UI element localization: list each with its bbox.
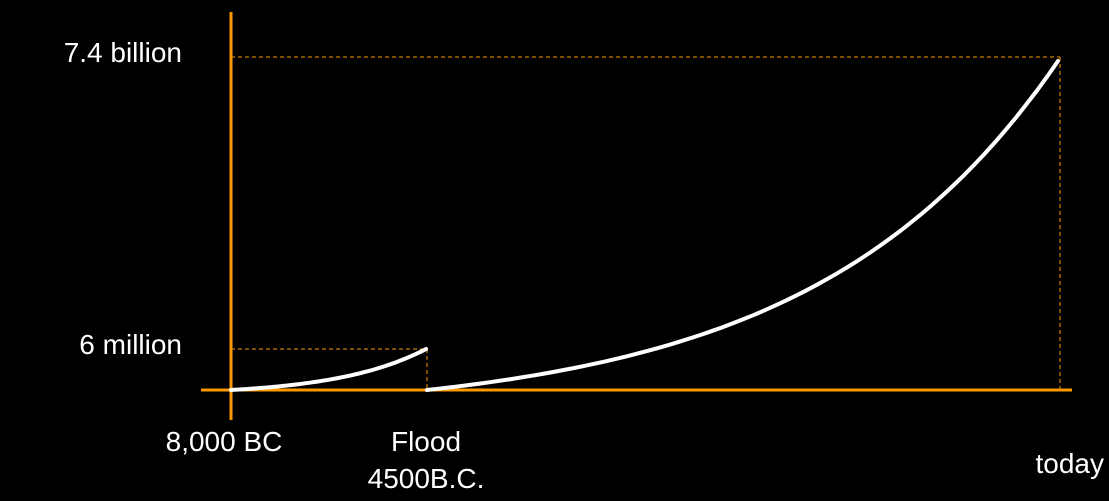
- x-tick-label-4500-bc: 4500B.C.: [368, 463, 485, 494]
- y-tick-label-7-4-billion: 7.4 billion: [64, 37, 182, 68]
- x-tick-label-today: today: [1036, 448, 1105, 479]
- y-tick-label-6-million: 6 million: [79, 329, 182, 360]
- curve-before-flood: [229, 347, 428, 392]
- x-tick-label-flood: Flood: [391, 426, 461, 457]
- x-tick-label-8000-bc: 8,000 BC: [166, 426, 283, 457]
- curve-after-flood: [425, 59, 1060, 392]
